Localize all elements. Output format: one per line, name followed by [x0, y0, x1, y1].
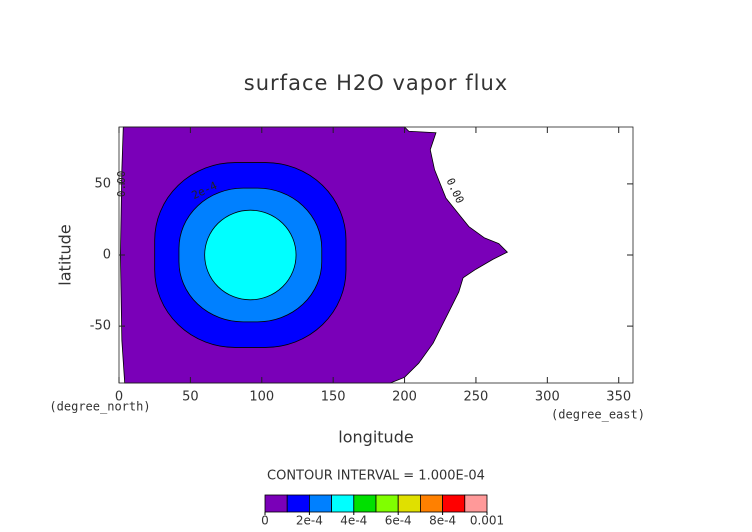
contour-interval: CONTOUR INTERVAL = 1.000E-04: [267, 469, 485, 484]
x-tick-label: 0: [115, 390, 123, 405]
colorbar-label: 6e-4: [385, 514, 412, 528]
y-tick-label: -50: [90, 319, 111, 334]
colorbar-box: [375, 494, 399, 513]
x-tick-label: 200: [392, 390, 417, 405]
y-tick-label: 50: [94, 176, 111, 191]
colorbar-label: 0: [261, 514, 269, 528]
colorbar-label: 2e-4: [296, 514, 323, 528]
y-tick-label: 0: [103, 248, 111, 263]
contour-fill: [204, 209, 297, 301]
x-tick-label: 150: [321, 390, 346, 405]
colorbar-box: [419, 494, 443, 513]
colorbar-label: 0.001: [470, 514, 504, 528]
colorbar-label: 4e-4: [340, 514, 367, 528]
x-tick-label: 350: [606, 390, 631, 405]
x-axis-label: longitude: [338, 428, 413, 447]
colorbar-box: [308, 494, 332, 513]
x-tick-label: 300: [535, 390, 560, 405]
y-unit: (degree_north): [49, 400, 150, 414]
colorbar-box: [331, 494, 355, 513]
colorbar-box: [464, 494, 488, 513]
colorbar-box: [397, 494, 421, 513]
x-unit: (degree_east): [551, 408, 645, 422]
y-axis-label: latitude: [56, 224, 75, 285]
colorbar-box: [353, 494, 377, 513]
x-tick-label: 50: [182, 390, 199, 405]
x-tick-label: 100: [249, 390, 274, 405]
x-tick-label: 250: [464, 390, 489, 405]
colorbar-label: 8e-4: [429, 514, 456, 528]
colorbar-box: [442, 494, 466, 513]
colorbar-box: [286, 494, 310, 513]
chart-title: surface H2O vapor flux: [244, 71, 508, 95]
colorbar-box: [264, 494, 288, 513]
